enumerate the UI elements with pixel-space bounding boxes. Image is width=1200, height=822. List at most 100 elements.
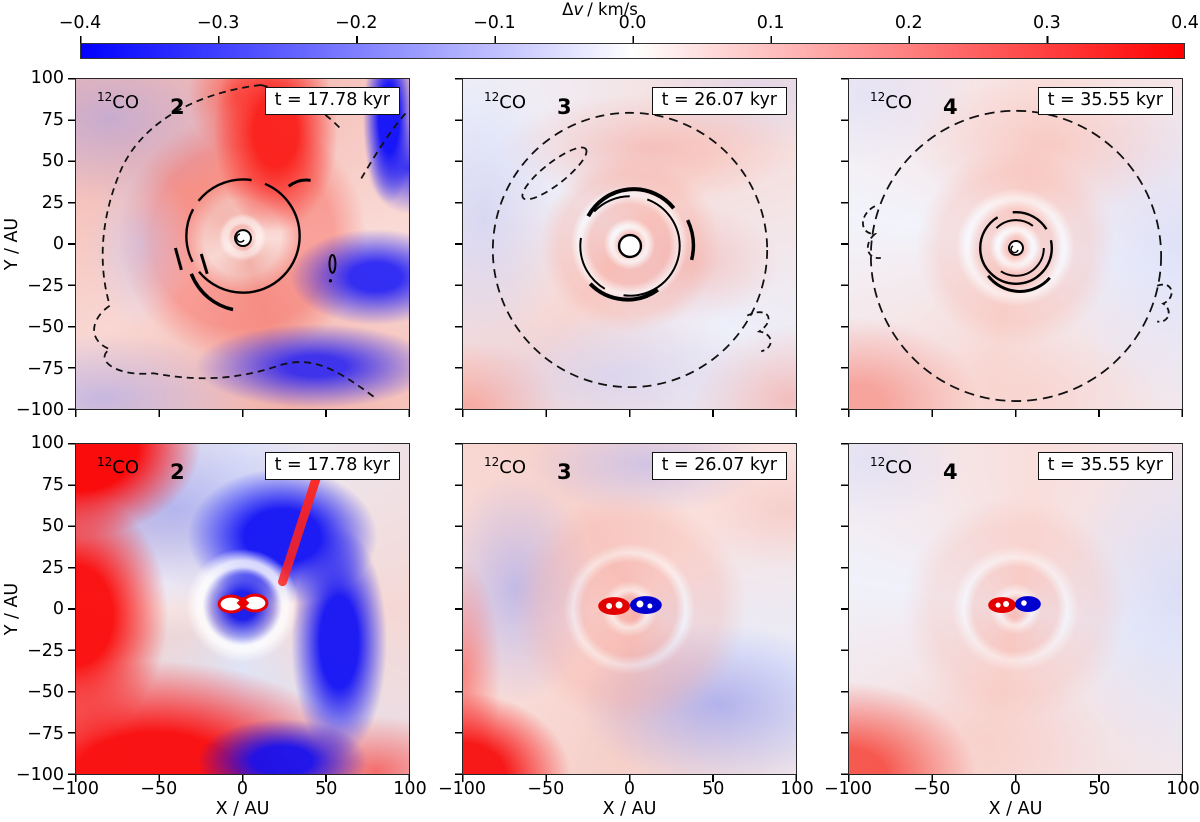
x-tick-label: 0 bbox=[236, 779, 249, 799]
tracer-isotope: 12 bbox=[870, 455, 886, 469]
x-tick-label: −100 bbox=[50, 779, 100, 799]
time-label: t = 26.07 kyr bbox=[651, 87, 787, 115]
tracer-molecule: CO bbox=[499, 92, 527, 113]
y-axis-tick-marks bbox=[455, 78, 462, 410]
y-axis-tick-labels-bottom-row: 100 75 50 25 0 −25 −50 −75 −100 bbox=[12, 433, 64, 785]
y-tick-label: 50 bbox=[41, 151, 64, 171]
colorbar-tick-label: 0.4 bbox=[1171, 13, 1199, 33]
y-tick-label: 100 bbox=[30, 433, 64, 453]
time-label: t = 35.55 kyr bbox=[1037, 452, 1173, 480]
x-tick-label: 0 bbox=[623, 779, 636, 799]
colorbar-title: Δv / km/s bbox=[0, 0, 1200, 19]
colorbar-tick-label: −0.3 bbox=[196, 13, 240, 33]
colorbar-tick-label: 0.3 bbox=[1032, 13, 1061, 33]
x-axis-tick-marks bbox=[848, 410, 1183, 417]
tracer-molecule: CO bbox=[499, 457, 527, 478]
tracer-isotope: 12 bbox=[97, 90, 113, 104]
tracer-label: 12CO bbox=[870, 90, 912, 113]
y-tick-label: 50 bbox=[41, 516, 64, 536]
tracer-label: 12CO bbox=[97, 455, 139, 478]
x-tick-label: −50 bbox=[140, 779, 178, 799]
x-axis-tick-marks bbox=[848, 775, 1183, 782]
y-tick-label: 25 bbox=[41, 557, 64, 578]
panel-bottom-middle: 12CO 3 t = 26.07 kyr bbox=[462, 443, 797, 775]
x-tick-label: −50 bbox=[913, 779, 951, 799]
velocity-map bbox=[463, 444, 796, 774]
x-tick-label: 50 bbox=[702, 779, 725, 799]
tracer-molecule: CO bbox=[112, 92, 140, 113]
y-axis-tick-marks bbox=[841, 78, 848, 410]
contour-overlay bbox=[598, 596, 662, 615]
y-axis-tick-marks bbox=[68, 443, 75, 775]
x-tick-label: 50 bbox=[1088, 779, 1111, 799]
x-axis-tick-marks bbox=[462, 410, 797, 417]
y-tick-label: −100 bbox=[15, 765, 64, 785]
tracer-label: 12CO bbox=[97, 90, 139, 113]
x-axis-tick-marks bbox=[75, 410, 410, 417]
tracer-isotope: 12 bbox=[97, 455, 113, 469]
panel-top-right: 12CO 4 t = 35.55 kyr bbox=[848, 78, 1183, 410]
x-axis-tick-labels-col1: −100 −50 0 50 100 bbox=[51, 779, 427, 801]
y-tick-label: −75 bbox=[27, 723, 64, 744]
tracer-isotope: 12 bbox=[484, 455, 500, 469]
x-tick-label: −50 bbox=[527, 779, 565, 799]
snapshot-number: 2 bbox=[170, 95, 185, 119]
x-axis-tick-marks bbox=[75, 775, 410, 782]
colorbar-title-delta: Δ bbox=[562, 0, 574, 19]
snapshot-number: 4 bbox=[943, 460, 958, 484]
x-tick-label: 100 bbox=[1166, 779, 1200, 799]
y-tick-label: 75 bbox=[41, 474, 64, 495]
x-tick-label: −100 bbox=[437, 779, 487, 799]
tracer-label: 12CO bbox=[484, 90, 526, 113]
y-axis-title-bottom-row: Y / AU bbox=[2, 582, 22, 636]
time-label: t = 17.78 kyr bbox=[264, 87, 400, 115]
colorbar-title-unit: / km/s bbox=[587, 0, 638, 19]
y-tick-label: −50 bbox=[27, 317, 64, 337]
x-tick-label: −100 bbox=[823, 779, 873, 799]
contour-overlay bbox=[988, 596, 1041, 613]
snapshot-number: 4 bbox=[943, 95, 958, 119]
colorbar-tick-label: −0.4 bbox=[58, 13, 102, 33]
contour-overlay bbox=[491, 111, 772, 389]
x-axis-title-col1: X / AU bbox=[215, 799, 270, 819]
panel-bottom-left: 12CO 2 t = 17.78 kyr bbox=[75, 443, 410, 775]
contour-overlay bbox=[862, 109, 1173, 402]
y-tick-label: 75 bbox=[41, 109, 64, 130]
colorbar-tick-label: 0.2 bbox=[894, 13, 923, 33]
contour-overlay bbox=[217, 593, 269, 614]
x-axis-title-col3: X / AU bbox=[988, 799, 1043, 819]
y-tick-label: 100 bbox=[30, 68, 64, 88]
panel-bottom-right: 12CO 4 t = 35.55 kyr bbox=[848, 443, 1183, 775]
velocity-map bbox=[849, 444, 1182, 774]
x-axis-tick-labels-col3: −100 −50 0 50 100 bbox=[824, 779, 1200, 801]
colorbar-tick-labels: −0.4 −0.3 −0.2 −0.1 0.0 0.1 0.2 0.3 0.4 bbox=[59, 13, 1199, 34]
panel-top-middle: 12CO 3 t = 26.07 kyr bbox=[462, 78, 797, 410]
time-label: t = 17.78 kyr bbox=[264, 452, 400, 480]
colorbar-title-variable: v bbox=[573, 0, 584, 19]
y-tick-label: −75 bbox=[27, 358, 64, 379]
time-label: t = 26.07 kyr bbox=[651, 452, 787, 480]
tracer-isotope: 12 bbox=[870, 90, 886, 104]
tracer-molecule: CO bbox=[112, 457, 140, 478]
y-tick-label: −25 bbox=[27, 640, 64, 661]
colorbar-tick-label: 0.0 bbox=[618, 13, 647, 33]
y-tick-label: −50 bbox=[27, 682, 64, 702]
panel-top-left: 12CO 2 t = 17.78 kyr bbox=[75, 78, 410, 410]
x-axis-tick-marks bbox=[462, 775, 797, 782]
x-tick-label: 100 bbox=[780, 779, 814, 799]
snapshot-number: 3 bbox=[557, 460, 572, 484]
snapshot-number: 3 bbox=[557, 95, 572, 119]
y-tick-label: 25 bbox=[41, 192, 64, 213]
time-label: t = 35.55 kyr bbox=[1037, 87, 1173, 115]
y-axis-tick-labels-top-row: 100 75 50 25 0 −25 −50 −75 −100 bbox=[12, 68, 64, 420]
colorbar-tick-label: 0.1 bbox=[756, 13, 785, 33]
tracer-molecule: CO bbox=[885, 92, 913, 113]
tracer-label: 12CO bbox=[484, 455, 526, 478]
x-axis-title-col2: X / AU bbox=[602, 799, 657, 819]
y-tick-label: 0 bbox=[52, 599, 64, 619]
y-axis-tick-marks bbox=[68, 78, 75, 410]
colorbar-tick-label: −0.2 bbox=[335, 13, 378, 33]
contour-overlay bbox=[93, 84, 407, 398]
y-tick-label: −25 bbox=[27, 275, 64, 296]
